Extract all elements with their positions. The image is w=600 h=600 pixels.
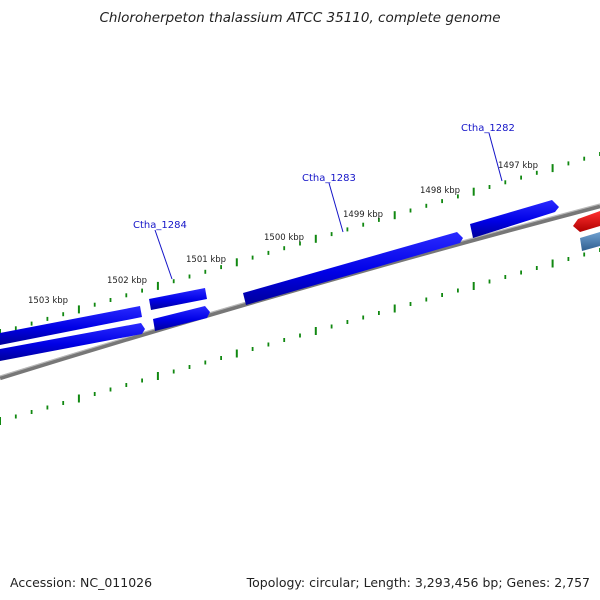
- gene-arrow-highlighted[interactable]: [573, 211, 600, 232]
- gene-arrow-ctha-1283[interactable]: [243, 232, 463, 305]
- accession-text: Accession: NC_011026: [10, 575, 153, 590]
- gene-arrow-other[interactable]: [580, 232, 600, 251]
- gene-label-ctha-1283[interactable]: Ctha_1283: [302, 173, 356, 184]
- gene-arrow-ctha-1284[interactable]: [153, 306, 210, 331]
- gene-arrow[interactable]: [149, 288, 207, 310]
- genome-summary-text: Topology: circular; Length: 3,293,456 bp…: [246, 575, 590, 590]
- inner-tick-track: [0, 248, 600, 425]
- gene-arrow[interactable]: [0, 306, 142, 345]
- gene-label-ctha-1282[interactable]: Ctha_1282: [461, 123, 515, 134]
- ruler-label: 1497 kbp: [498, 161, 538, 171]
- outer-tick-track: [0, 152, 600, 337]
- gene-label-leader: [488, 132, 503, 182]
- ruler-label: 1502 kbp: [107, 276, 147, 286]
- ruler-label: 1501 kbp: [186, 255, 226, 265]
- ruler-label: 1500 kbp: [264, 233, 304, 243]
- gene-label-leader: [328, 182, 344, 233]
- ruler-label: 1498 kbp: [420, 186, 460, 196]
- gene-label-leader: [154, 229, 173, 280]
- genome-backbone: [0, 203, 600, 381]
- ruler-label: 1499 kbp: [343, 210, 383, 220]
- gene-arrow-ctha-1282[interactable]: [470, 200, 559, 238]
- gene-arrow[interactable]: [0, 323, 145, 361]
- map-title: Chloroherpeton thalassium ATCC 35110, co…: [99, 10, 501, 26]
- ruler-label: 1503 kbp: [28, 296, 68, 306]
- gene-label-ctha-1284[interactable]: Ctha_1284: [133, 220, 187, 231]
